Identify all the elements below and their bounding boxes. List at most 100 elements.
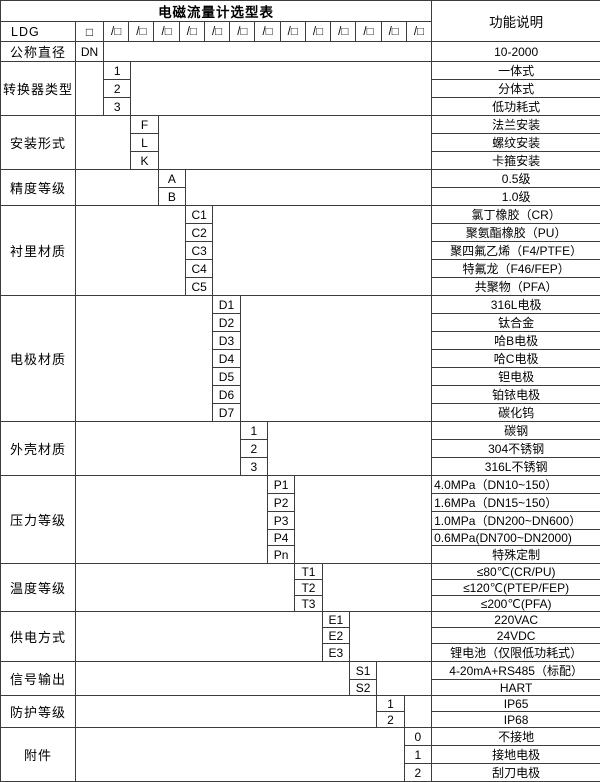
option-code: Pn <box>266 545 296 564</box>
spacer-cell <box>348 611 433 662</box>
option-code: T1 <box>294 563 323 580</box>
order-box: /□ <box>355 22 380 41</box>
group-label: 精度等级 <box>0 169 76 206</box>
spacer-cell <box>184 169 433 206</box>
order-box: /□ <box>304 22 330 41</box>
group-label: 安装形式 <box>0 115 76 170</box>
option-code: D7 <box>212 403 241 422</box>
option-desc: 316L电极 <box>431 295 600 314</box>
option-code: F <box>130 115 159 134</box>
option-desc: 24VDC <box>431 627 600 644</box>
spacer-cell <box>75 661 350 696</box>
dn-code: DN <box>75 41 104 62</box>
option-code: 1 <box>239 421 268 440</box>
spacer-cell <box>75 611 323 662</box>
option-desc: 316L不锈钢 <box>431 457 600 476</box>
group-label: 防护等级 <box>0 695 76 728</box>
order-boxes: /□/□/□/□/□/□/□/□/□/□/□/□/□ <box>105 22 431 41</box>
order-box: /□ <box>279 22 305 41</box>
spacer-cell <box>321 563 433 612</box>
option-code: P4 <box>266 529 296 546</box>
option-desc: 低功耗式 <box>431 97 600 116</box>
option-code: A <box>157 169 186 188</box>
option-code: D6 <box>212 385 241 404</box>
dn-desc: 10-2000 <box>431 41 600 62</box>
option-desc: 共聚物（PFA） <box>431 277 600 296</box>
spacer-cell <box>75 205 186 296</box>
order-box: /□ <box>380 22 406 41</box>
option-code: C1 <box>184 205 214 224</box>
option-desc: ≤120℃(PTEP/FEP) <box>431 579 600 596</box>
option-code: T3 <box>294 595 323 612</box>
option-desc: 304不锈钢 <box>431 439 600 458</box>
option-desc: 钽电极 <box>431 367 600 386</box>
option-desc: 氯丁橡胶（CR） <box>431 205 600 224</box>
function-column-header: 功能说明 <box>431 0 600 42</box>
spacer-cell <box>130 61 433 116</box>
option-desc: 哈B电极 <box>431 331 600 350</box>
spacer-cell <box>75 61 104 116</box>
option-desc: IP68 <box>431 711 600 728</box>
option-desc: 铂铱电极 <box>431 385 600 404</box>
order-box: /□ <box>330 22 355 41</box>
option-desc: 220VAC <box>431 611 600 628</box>
option-code: D1 <box>212 295 241 314</box>
option-code: D2 <box>212 313 241 332</box>
order-box: /□ <box>229 22 254 41</box>
option-desc: 聚氨酯橡胶（PU） <box>431 223 600 242</box>
spacer-cell <box>266 421 433 476</box>
option-code: D5 <box>212 367 241 386</box>
spacer-cell <box>74 563 296 612</box>
option-code: D4 <box>212 349 241 368</box>
spacer-cell <box>75 727 405 782</box>
spacer-cell <box>157 115 433 170</box>
group-label: 信号输出 <box>0 661 76 696</box>
option-code: E3 <box>321 643 350 662</box>
option-code: P3 <box>266 511 296 530</box>
option-desc: 分体式 <box>431 79 600 98</box>
option-code: T2 <box>294 579 323 596</box>
option-desc: 刮刀电极 <box>431 763 600 782</box>
option-desc: IP65 <box>431 695 600 712</box>
order-box: /□ <box>153 22 178 41</box>
group-label: 温度等级 <box>0 563 76 612</box>
order-box: /□ <box>128 22 153 41</box>
option-code: E1 <box>321 611 350 628</box>
option-code: D3 <box>212 331 241 350</box>
option-desc: 螺纹安装 <box>431 133 600 152</box>
option-code: P2 <box>266 493 296 512</box>
option-code: B <box>157 187 186 206</box>
dn-label: 公称直径 <box>0 41 76 62</box>
option-code: 1 <box>403 745 433 764</box>
group-label: 供电方式 <box>0 611 76 662</box>
order-box: /□ <box>254 22 279 41</box>
option-desc: 钛合金 <box>431 313 600 332</box>
option-code: 3 <box>239 457 268 476</box>
order-boxes-cell: /□/□/□/□/□/□/□/□/□/□/□/□/□ <box>102 21 433 42</box>
option-desc: 1.0MPa（DN200~DN600） <box>431 511 600 530</box>
spacer-cell <box>74 295 214 422</box>
option-desc: 不接地 <box>431 727 600 746</box>
group-label: 转换器类型 <box>0 61 76 116</box>
model-box: □ <box>75 21 104 42</box>
model-code: LDG <box>0 21 76 42</box>
spacer-cell <box>239 295 433 422</box>
option-code: K <box>130 151 159 170</box>
option-desc: 卡箍安装 <box>431 151 600 170</box>
group-label: 衬里材质 <box>0 205 76 296</box>
group-label: 电极材质 <box>0 295 76 422</box>
option-code: C2 <box>184 223 214 242</box>
option-desc: 聚四氟乙烯（F4/PTFE） <box>431 241 600 260</box>
group-label: 压力等级 <box>0 475 76 564</box>
option-code: E2 <box>321 627 350 644</box>
option-code: 1 <box>376 695 405 712</box>
option-code: 1 <box>102 61 132 80</box>
option-desc: 哈C电极 <box>431 349 600 368</box>
option-desc: 锂电池（仅限低功耗式） <box>431 643 600 662</box>
table-title: 电磁流量计选型表 <box>0 0 433 22</box>
option-desc: 1.0级 <box>431 187 600 206</box>
option-desc: 碳化钨 <box>431 403 600 422</box>
option-desc: 法兰安装 <box>431 115 600 134</box>
option-desc: ≤80℃(CR/PU) <box>431 563 600 580</box>
option-code: S1 <box>348 661 378 680</box>
